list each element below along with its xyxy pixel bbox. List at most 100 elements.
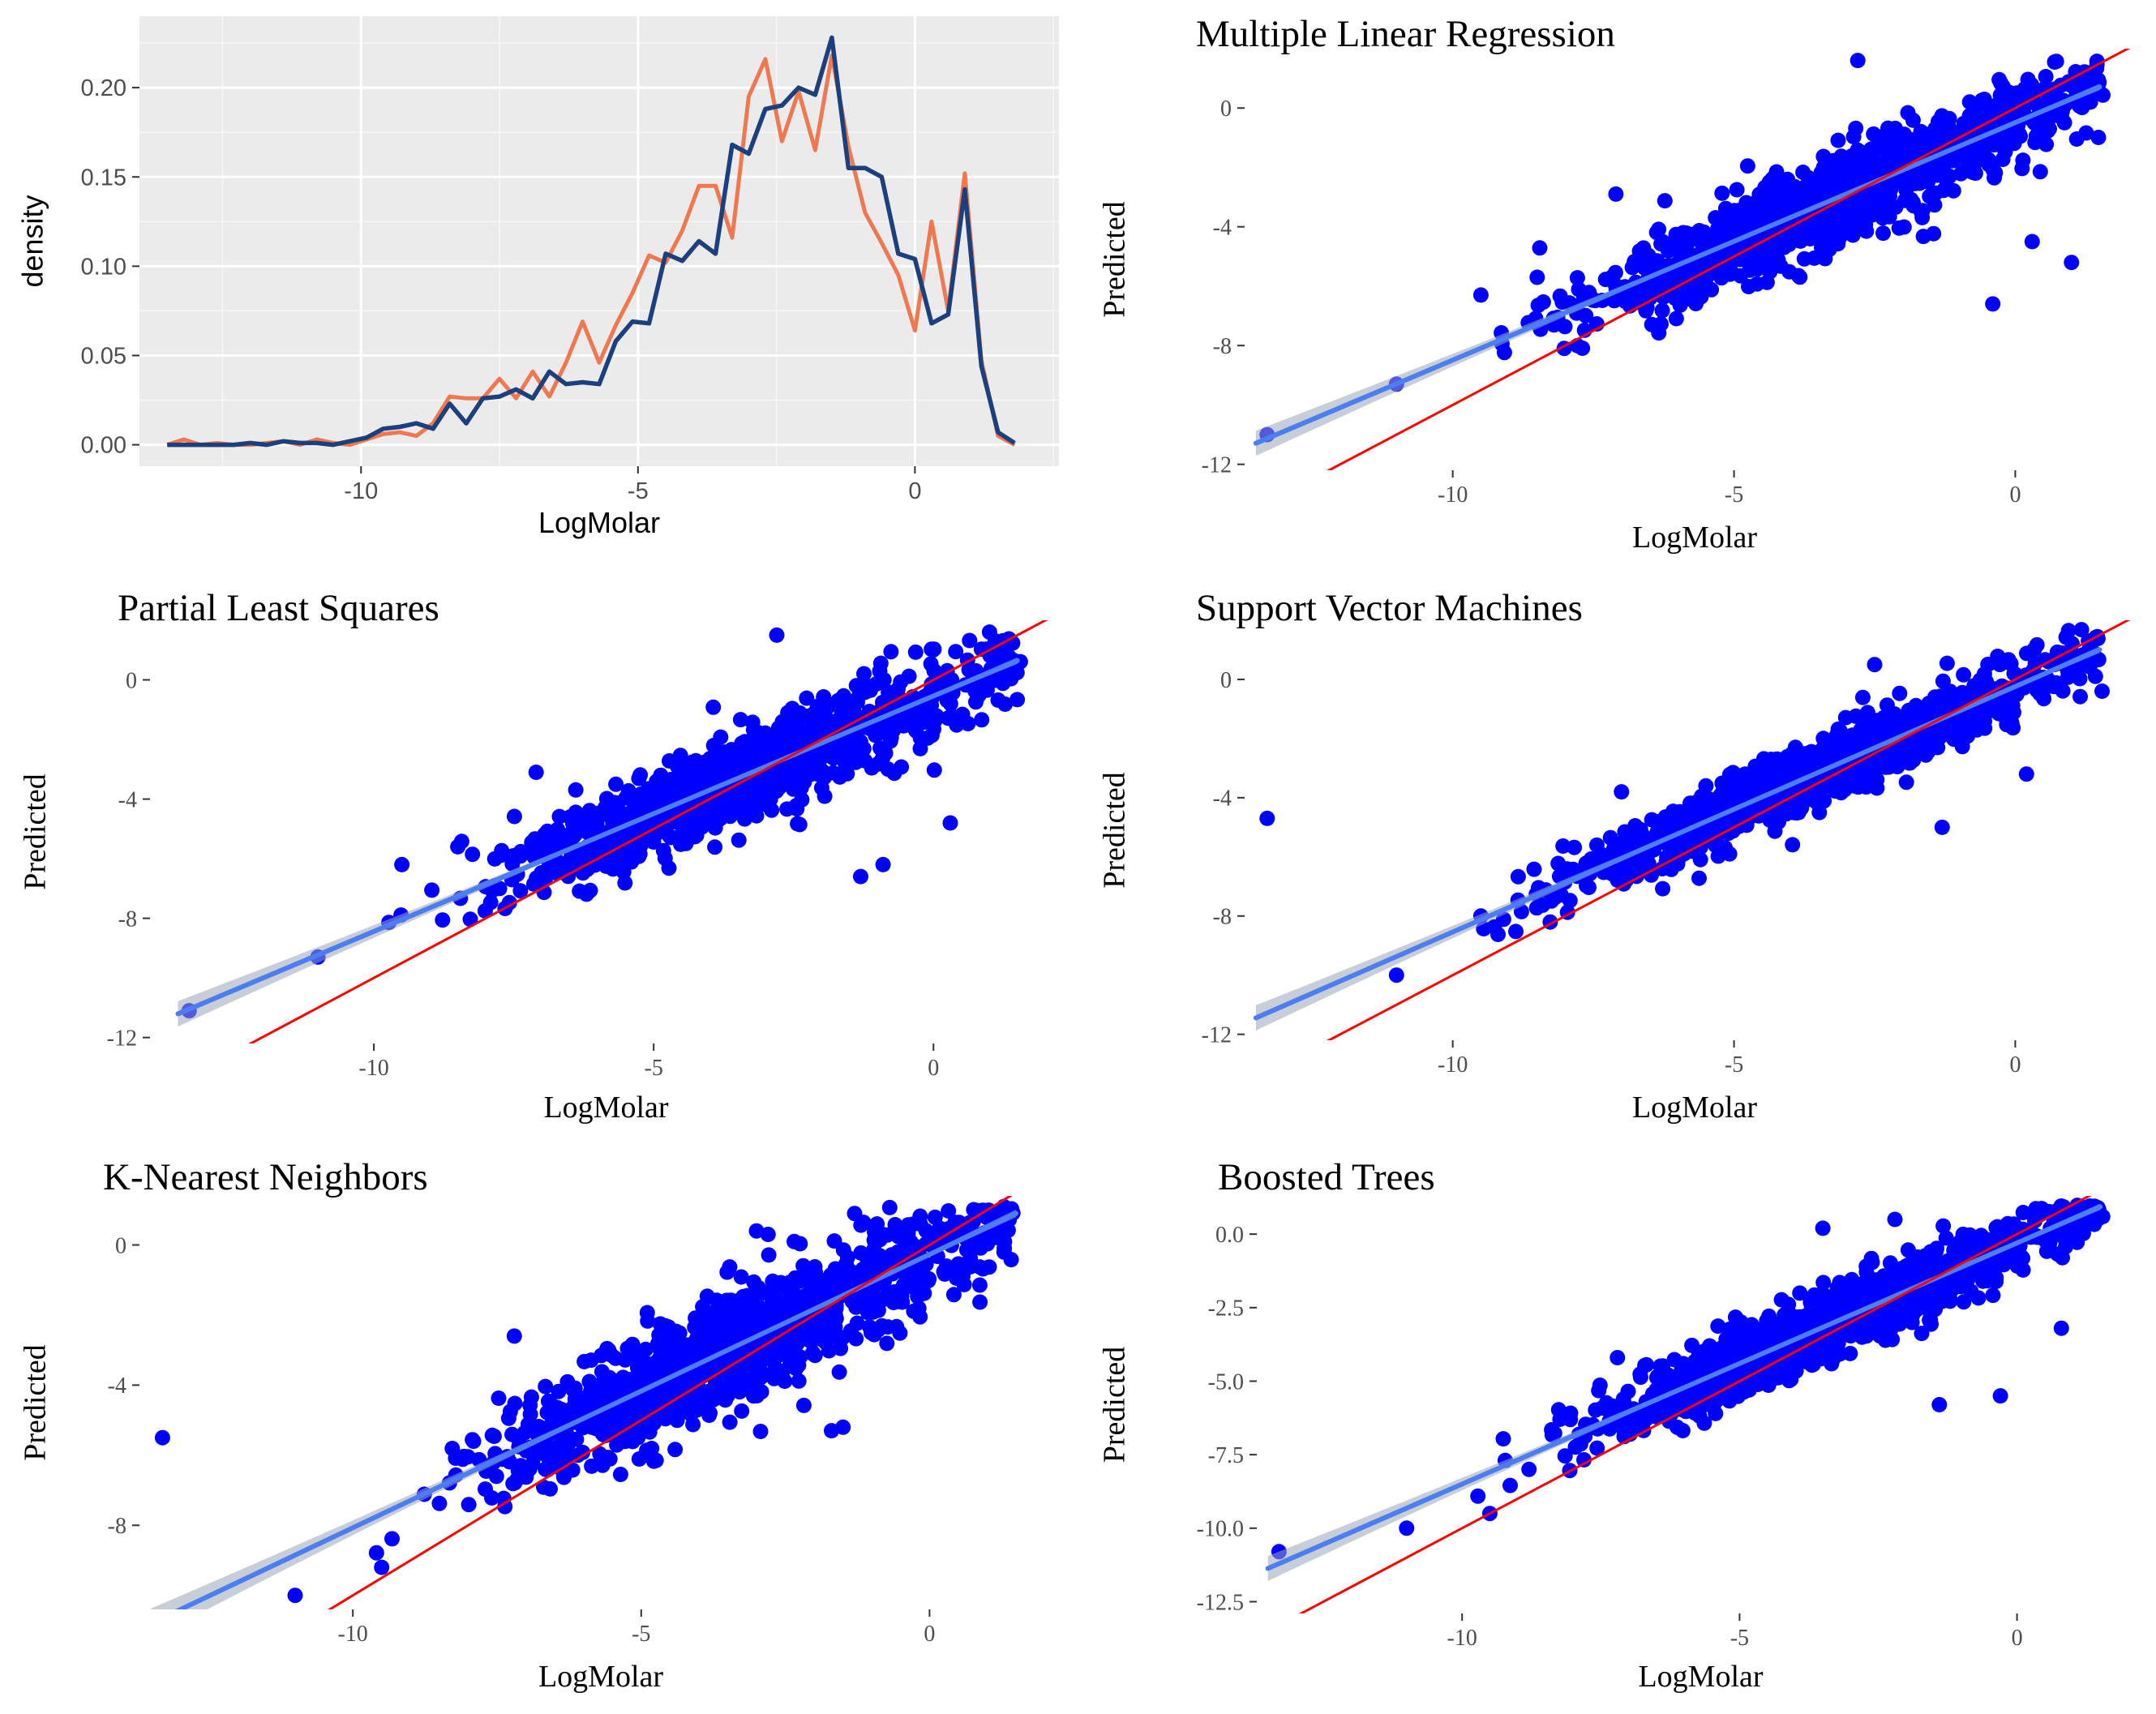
data-point [1956,667,1971,683]
data-point [384,1531,400,1546]
data-point [941,1203,956,1219]
data-point [824,1312,839,1327]
data-point [1860,765,1875,780]
y-tick-label: -7.5 [1208,1443,1244,1468]
data-point [785,701,800,716]
data-point [804,1274,819,1289]
data-point [1848,709,1863,724]
panel-title: Support Vector Machines [1196,587,1583,629]
data-point [554,1402,569,1417]
data-point [1669,311,1684,327]
data-point [1758,203,1773,218]
data-point [1555,838,1571,854]
regression-fit-line [178,661,1018,1014]
data-point [796,1398,812,1413]
data-point [924,727,940,743]
data-point [507,809,522,825]
data-point [734,1403,749,1419]
data-point [1746,261,1761,276]
data-point [1861,149,1876,165]
y-tick-label: 0 [126,668,137,693]
data-point [800,1323,816,1339]
y-axis-label: Predicted [1097,1347,1131,1463]
data-point [1922,727,1938,743]
data-point [943,816,958,831]
data-point [2072,689,2088,705]
data-point [662,860,677,876]
y-tick-label: -8 [118,906,137,932]
x-axis-label: LogMolar [1632,521,1757,555]
data-point [650,1336,666,1352]
data-point [667,1442,683,1457]
data-point [2078,126,2094,141]
y-tick-label: -10.0 [1197,1517,1244,1542]
y-tick-label: 0.05 [81,344,126,370]
data-point [671,1405,686,1420]
data-point [1923,131,1939,147]
data-point [461,1497,477,1512]
data-point [1882,209,1897,225]
data-point [1608,186,1623,202]
data-point [839,741,855,756]
data-point [1657,193,1673,208]
data-point [726,1320,741,1335]
data-point [1550,856,1566,872]
data-point [733,712,748,727]
data-point [1935,121,1950,136]
plot-area [1257,1167,2145,1637]
data-point [1712,788,1728,803]
data-point [700,1288,715,1304]
regression-fit-line [1256,87,2100,443]
data-point [1907,176,1922,191]
data-point [1995,95,2010,110]
data-point [1960,728,1975,743]
data-point [450,839,465,855]
y-tick-label: 0 [115,1233,126,1258]
data-point [585,811,600,826]
data-point [662,1322,677,1338]
data-point [608,1351,624,1366]
data-point [2064,255,2079,270]
data-point [827,1233,842,1249]
data-point [1767,234,1782,250]
data-point [705,700,721,715]
data-point [584,1352,599,1368]
data-point [1259,811,1275,826]
point-cloud [1259,622,2110,983]
data-point [908,645,924,660]
data-point [1473,287,1489,302]
data-point [918,1270,933,1285]
data-point [912,1309,928,1325]
data-point [1605,269,1620,285]
data-point [722,808,738,824]
data-point [603,1412,619,1427]
data-point [719,1292,735,1308]
data-point [2021,72,2036,88]
data-point [1717,840,1733,855]
data-point [910,1289,925,1305]
data-point [972,1295,988,1310]
y-tick-label: -8 [1213,905,1232,930]
data-point [972,1278,988,1293]
y-tick-label: 0.0 [1215,1223,1244,1248]
data-point [2019,766,2034,782]
data-point [928,1210,943,1225]
data-point [1962,161,1978,176]
data-point [944,708,959,723]
y-tick-label: 0 [1220,96,1232,122]
y-tick-label: -8 [108,1514,126,1539]
data-point [1780,172,1795,187]
data-point [529,765,544,780]
y-tick-label: -5.0 [1208,1369,1244,1395]
panel-title: Boosted Trees [1218,1156,1435,1198]
data-point [2015,152,2030,168]
data-point [719,1265,735,1280]
data-point [891,1294,907,1309]
data-point [1698,778,1713,794]
data-point [713,730,728,745]
y-axis-label: Predicted [18,773,52,890]
data-point [487,851,503,867]
y-axis-label: Predicted [18,1344,52,1461]
